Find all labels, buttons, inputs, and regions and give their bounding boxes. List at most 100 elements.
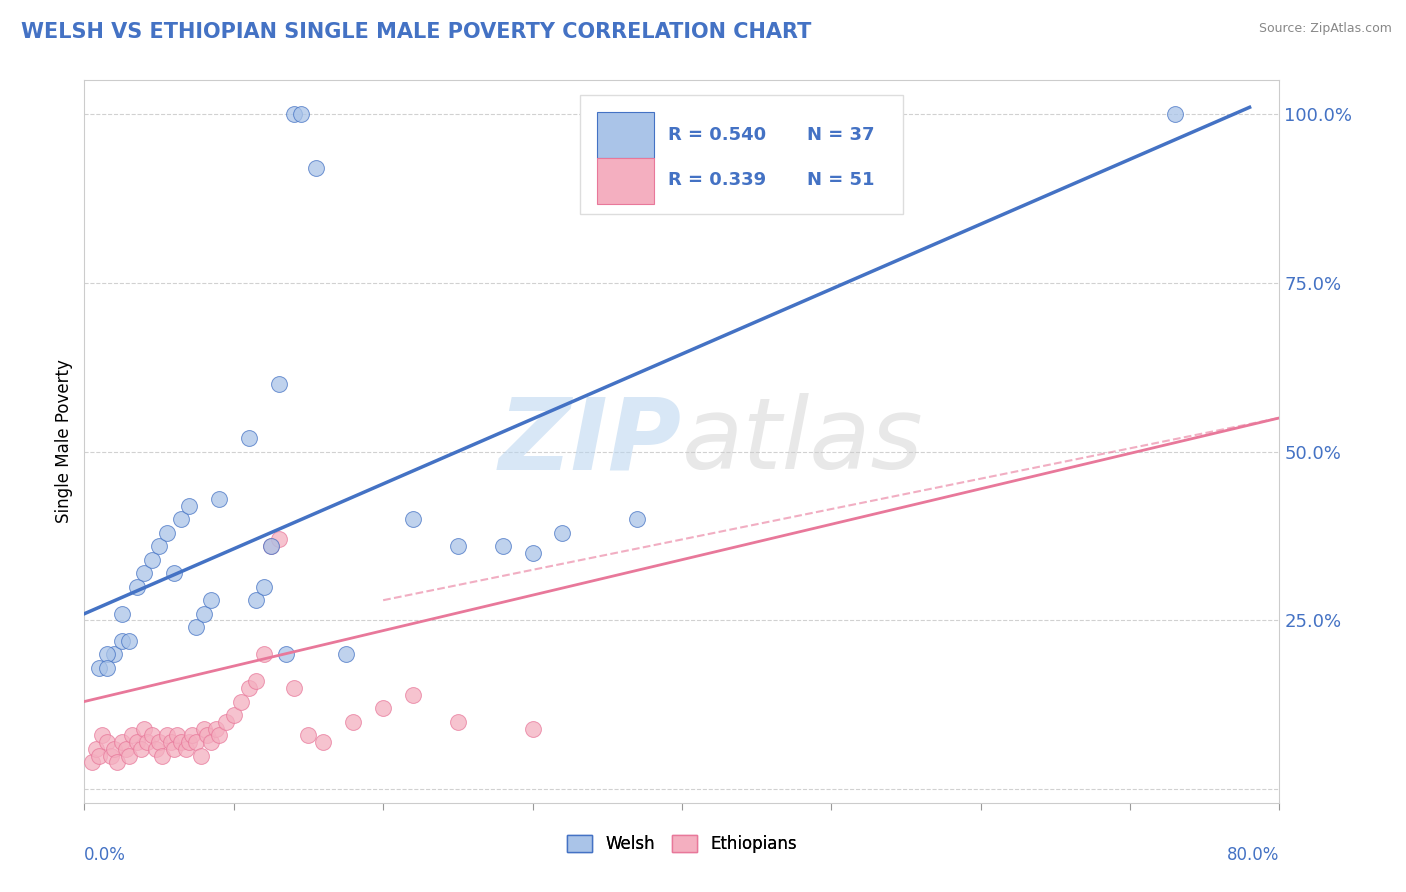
Text: R = 0.339: R = 0.339: [668, 171, 766, 189]
Point: [274, 647, 297, 661]
Point: [125, 580, 148, 594]
Point: [283, 107, 305, 121]
Text: 80.0%: 80.0%: [1227, 847, 1279, 864]
Point: [121, 728, 143, 742]
Point: [148, 735, 170, 749]
Point: [174, 741, 197, 756]
Text: WELSH VS ETHIOPIAN SINGLE MALE POVERTY CORRELATION CHART: WELSH VS ETHIOPIAN SINGLE MALE POVERTY C…: [21, 22, 811, 42]
Point: [335, 647, 357, 661]
Point: [155, 728, 177, 742]
Point: [253, 580, 276, 594]
Point: [267, 377, 290, 392]
Point: [177, 499, 200, 513]
Point: [245, 593, 267, 607]
Point: [193, 722, 215, 736]
Point: [195, 728, 218, 742]
Point: [111, 633, 134, 648]
Point: [305, 161, 328, 175]
Point: [150, 748, 173, 763]
Point: [160, 735, 183, 749]
Point: [103, 741, 125, 756]
Point: [170, 512, 193, 526]
Text: ZIP: ZIP: [499, 393, 682, 490]
Point: [522, 546, 544, 560]
Point: [177, 735, 200, 749]
Point: [190, 748, 212, 763]
Point: [145, 741, 167, 756]
Text: 0.0%: 0.0%: [84, 847, 127, 864]
Point: [111, 735, 134, 749]
Text: N = 37: N = 37: [807, 126, 875, 145]
Point: [132, 566, 156, 581]
Point: [245, 674, 267, 689]
Point: [208, 728, 231, 742]
Point: [89, 748, 111, 763]
Point: [238, 681, 260, 695]
Point: [402, 688, 425, 702]
Text: atlas: atlas: [682, 393, 924, 490]
Point: [163, 566, 186, 581]
Point: [231, 694, 253, 708]
Point: [89, 661, 111, 675]
Point: [100, 748, 122, 763]
Point: [96, 661, 118, 675]
Y-axis label: Single Male Poverty: Single Male Poverty: [55, 359, 73, 524]
Point: [283, 681, 305, 695]
Point: [91, 728, 114, 742]
Point: [260, 539, 283, 553]
Point: [115, 741, 138, 756]
Point: [551, 525, 574, 540]
Point: [96, 647, 118, 661]
Point: [522, 722, 544, 736]
Point: [200, 593, 222, 607]
Point: [447, 539, 470, 553]
Point: [80, 756, 103, 770]
Text: Source: ZipAtlas.com: Source: ZipAtlas.com: [1258, 22, 1392, 36]
Point: [111, 607, 134, 621]
FancyBboxPatch shape: [581, 95, 903, 214]
Point: [215, 714, 238, 729]
Point: [86, 741, 108, 756]
Point: [253, 647, 276, 661]
Point: [141, 728, 163, 742]
Point: [312, 735, 335, 749]
Point: [96, 735, 118, 749]
Point: [118, 633, 141, 648]
Point: [238, 431, 260, 445]
Point: [141, 552, 163, 566]
FancyBboxPatch shape: [598, 158, 654, 204]
Point: [342, 714, 364, 729]
Point: [105, 756, 128, 770]
Legend: Welsh, Ethiopians: Welsh, Ethiopians: [561, 828, 803, 860]
Text: R = 0.540: R = 0.540: [668, 126, 766, 145]
Point: [118, 748, 141, 763]
Point: [1164, 107, 1187, 121]
Point: [290, 107, 312, 121]
Point: [186, 735, 208, 749]
Point: [297, 728, 319, 742]
Point: [155, 525, 177, 540]
Point: [129, 741, 152, 756]
Point: [222, 708, 245, 723]
Point: [170, 735, 193, 749]
Point: [373, 701, 395, 715]
Point: [132, 722, 156, 736]
Point: [208, 491, 231, 506]
Point: [186, 620, 208, 634]
Point: [205, 722, 228, 736]
Point: [163, 741, 186, 756]
Point: [492, 539, 515, 553]
Point: [136, 735, 159, 749]
Point: [447, 714, 470, 729]
FancyBboxPatch shape: [598, 112, 654, 158]
Point: [626, 512, 648, 526]
Point: [596, 107, 619, 121]
Point: [181, 728, 204, 742]
Point: [267, 533, 290, 547]
Point: [402, 512, 425, 526]
Point: [125, 735, 148, 749]
Point: [166, 728, 188, 742]
Point: [103, 647, 125, 661]
Text: N = 51: N = 51: [807, 171, 875, 189]
Point: [200, 735, 222, 749]
